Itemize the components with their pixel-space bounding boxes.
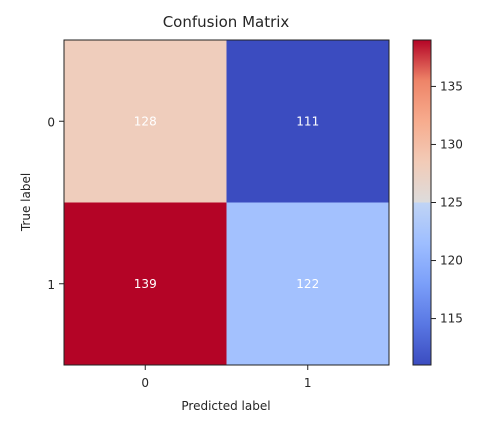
y-axis-ticks: 01 xyxy=(47,115,64,292)
y-tick-label-0: 0 xyxy=(47,115,55,129)
x-axis-label: Predicted label xyxy=(181,399,270,413)
colorbar-tick-label-4: 135 xyxy=(440,79,463,93)
x-tick-label-0: 0 xyxy=(141,376,149,390)
y-tick-label-1: 1 xyxy=(47,278,55,292)
matrix-cells xyxy=(64,40,389,365)
chart-title: Confusion Matrix xyxy=(163,13,290,31)
cell-value-0-0: 128 xyxy=(134,114,157,128)
matrix-cell-0-0 xyxy=(64,40,227,203)
matrix-cell-labels: 128 111 139 122 xyxy=(134,114,319,291)
colorbar-tick-label-0: 115 xyxy=(440,312,463,326)
matrix-frame xyxy=(63,39,390,366)
colorbar-tick-label-1: 120 xyxy=(440,254,463,268)
cell-value-0-1: 111 xyxy=(296,114,319,128)
colorbar xyxy=(412,39,432,366)
cell-value-1-1: 122 xyxy=(296,277,319,291)
y-axis-label: True label xyxy=(19,173,33,232)
colorbar-ticks: 115 120 125 130 135 xyxy=(431,79,463,326)
matrix-cell-0-1 xyxy=(226,40,389,203)
matrix-cell-1-1 xyxy=(226,202,389,365)
colorbar-tick-label-2: 125 xyxy=(440,196,463,210)
x-tick-label-1: 1 xyxy=(304,376,312,390)
cell-value-1-0: 139 xyxy=(134,277,157,291)
colorbar-tick-label-3: 130 xyxy=(440,137,463,151)
matrix-cell-1-0 xyxy=(64,202,227,365)
